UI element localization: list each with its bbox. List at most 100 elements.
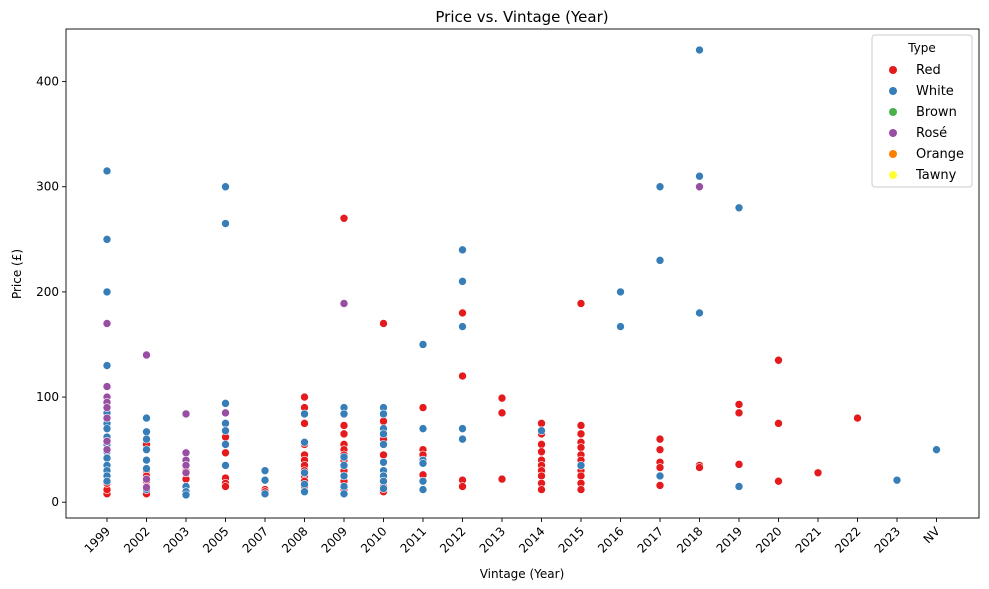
legend: Type Red White Brown Rosé Orange Tawny xyxy=(871,34,973,188)
data-point xyxy=(379,409,388,419)
data-point xyxy=(774,476,783,486)
data-point xyxy=(379,450,388,460)
legend-marker xyxy=(889,171,897,179)
data-point xyxy=(221,399,230,408)
data-point xyxy=(181,409,191,419)
data-point xyxy=(181,490,191,500)
legend-marker xyxy=(889,150,897,158)
data-point xyxy=(102,413,112,423)
x-tick-label: 2017 xyxy=(635,524,666,555)
data-point xyxy=(497,393,507,403)
data-point xyxy=(300,392,309,402)
data-point xyxy=(576,299,586,308)
data-point xyxy=(537,471,546,481)
data-point xyxy=(734,400,744,409)
y-tick-label: 200 xyxy=(36,285,59,299)
x-axis-label: Vintage (Year) xyxy=(480,567,565,581)
legend-label: Rosé xyxy=(916,126,947,141)
data-point xyxy=(142,445,151,454)
chart-title: Price vs. Vintage (Year) xyxy=(435,8,608,26)
y-tick-label: 400 xyxy=(36,75,59,89)
data-point xyxy=(221,419,230,428)
data-point xyxy=(932,445,941,454)
legend-marker xyxy=(889,129,897,137)
data-points xyxy=(102,45,941,500)
y-tick-label: 300 xyxy=(36,180,59,194)
x-axis: 1999 2002 2003 2005 2007 2008 2009 2010 2011 2012… xyxy=(82,518,944,556)
data-point xyxy=(537,426,546,436)
data-point xyxy=(300,409,309,419)
data-point xyxy=(339,489,349,499)
data-point xyxy=(458,308,467,318)
data-point xyxy=(537,447,546,457)
data-point xyxy=(260,466,270,475)
x-tick-label: 2010 xyxy=(358,524,389,555)
data-point xyxy=(300,437,309,447)
x-tick-label: NV xyxy=(921,524,944,547)
data-point xyxy=(616,287,625,297)
x-tick-label: 2016 xyxy=(595,524,626,555)
data-point xyxy=(142,427,151,437)
data-point xyxy=(734,460,744,469)
data-point xyxy=(695,45,704,55)
data-point xyxy=(102,361,112,370)
x-tick-label: 2021 xyxy=(793,524,824,555)
x-tick-label: 2014 xyxy=(516,524,547,555)
data-point xyxy=(300,468,309,478)
data-point xyxy=(379,319,388,328)
data-point xyxy=(300,419,309,428)
data-point xyxy=(379,440,388,449)
x-tick-label: 2019 xyxy=(714,524,745,555)
data-point xyxy=(142,455,151,465)
data-point xyxy=(655,463,665,472)
data-point xyxy=(458,245,467,255)
legend-label: Tawny xyxy=(915,168,957,183)
data-point xyxy=(655,445,665,454)
data-point xyxy=(418,340,428,349)
data-point xyxy=(142,483,151,492)
data-point xyxy=(339,461,349,470)
data-point xyxy=(339,421,349,430)
data-point xyxy=(339,299,349,308)
x-tick-label: 2007 xyxy=(240,524,271,555)
data-point xyxy=(576,471,586,481)
y-axis: 0 100 200 300 400 xyxy=(36,75,66,509)
data-point xyxy=(102,319,112,328)
data-point xyxy=(576,461,586,470)
x-tick-label: 2005 xyxy=(200,524,231,555)
data-point xyxy=(339,409,349,419)
data-point xyxy=(418,403,428,412)
data-point xyxy=(458,434,467,444)
y-axis-label: Price (£) xyxy=(10,249,24,299)
data-point xyxy=(221,182,230,192)
data-point xyxy=(655,182,665,192)
x-tick-label: 2008 xyxy=(279,524,310,555)
data-point xyxy=(695,171,704,181)
data-point xyxy=(102,403,112,412)
x-tick-label: 2011 xyxy=(398,524,429,555)
data-point xyxy=(497,474,507,484)
data-point xyxy=(102,445,112,454)
data-point xyxy=(418,476,428,486)
data-point xyxy=(458,371,467,381)
data-point xyxy=(537,440,546,449)
legend-marker xyxy=(889,108,897,116)
data-point xyxy=(576,443,586,452)
x-tick-label: 2012 xyxy=(437,524,468,555)
data-point xyxy=(339,452,349,462)
data-point xyxy=(142,464,151,473)
x-tick-label: 2020 xyxy=(753,524,784,555)
data-point xyxy=(418,459,428,468)
data-point xyxy=(181,448,191,458)
data-point xyxy=(339,482,349,491)
data-point xyxy=(221,440,230,449)
data-point xyxy=(102,436,112,446)
data-point xyxy=(102,235,112,244)
data-point xyxy=(181,468,191,478)
data-point xyxy=(102,287,112,297)
data-point xyxy=(102,166,112,176)
data-point xyxy=(734,482,744,491)
series-white xyxy=(102,45,941,500)
data-point xyxy=(458,277,467,286)
